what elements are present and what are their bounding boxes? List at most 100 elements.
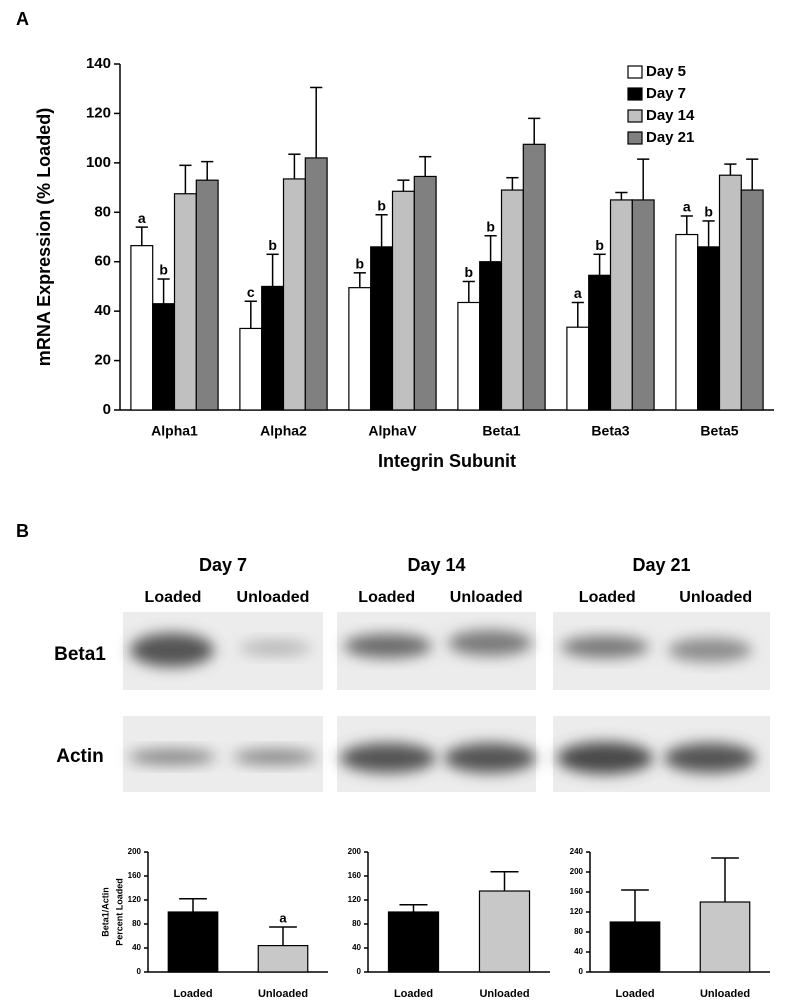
y-tick-label: 120	[128, 895, 142, 904]
panel-label: B	[16, 521, 29, 541]
significance-letter: a	[574, 285, 582, 301]
y-tick-label: 0	[579, 967, 584, 976]
bar	[304, 157, 328, 411]
y-tick-label: 40	[574, 947, 583, 956]
y-axis-title: mRNA Expression (% Loaded)	[34, 108, 54, 366]
significance-letter: b	[704, 204, 713, 220]
bar	[257, 944, 309, 973]
lane-label: Loaded	[358, 589, 415, 606]
legend-swatch	[627, 65, 643, 79]
y-tick-label: 140	[86, 55, 111, 72]
x-tick-label: AlphaV	[368, 423, 417, 439]
y-tick-label: 60	[94, 253, 111, 270]
bar	[282, 178, 306, 411]
y-tick-label: 80	[574, 927, 583, 936]
y-tick-label: 0	[137, 967, 142, 976]
bar	[500, 189, 524, 411]
x-tick-label: Unloaded	[700, 988, 750, 1000]
bar	[479, 261, 503, 411]
legend-swatch	[627, 109, 643, 123]
x-axis-title: Integrin Subunit	[378, 451, 516, 471]
blot-group-title: Day 21	[632, 555, 690, 575]
x-tick-label: Alpha1	[151, 423, 198, 439]
bar	[261, 285, 285, 411]
bar	[370, 246, 394, 411]
bar	[522, 143, 546, 411]
blot-images	[123, 612, 770, 792]
bar	[413, 175, 437, 411]
significance-letter: b	[486, 218, 495, 234]
bar	[152, 303, 176, 411]
significance-letter: b	[159, 262, 168, 278]
significance-letter: a	[683, 199, 691, 215]
blot-row-label: Beta1	[54, 644, 106, 665]
blot-row-label: Actin	[56, 746, 104, 767]
lane-label: Unloaded	[679, 589, 752, 606]
bar	[478, 890, 531, 973]
significance-letter: a	[279, 910, 287, 925]
y-tick-label: 200	[570, 867, 584, 876]
significance-letter: a	[138, 210, 146, 226]
bar	[387, 911, 440, 973]
x-tick-label: Loaded	[394, 988, 433, 1000]
y-tick-label: 80	[94, 203, 111, 220]
bar	[631, 199, 655, 411]
y-tick-label: 40	[352, 943, 361, 952]
bar	[457, 301, 481, 411]
bar	[167, 911, 219, 973]
y-tick-label: 40	[132, 943, 141, 952]
y-tick-label: 0	[103, 401, 111, 418]
legend-swatch	[627, 87, 643, 101]
y-tick-label: 120	[348, 895, 362, 904]
bar	[609, 921, 661, 973]
y-tick-label: 40	[94, 302, 111, 319]
y-tick-label: 200	[128, 847, 142, 856]
significance-letter: c	[247, 284, 255, 300]
y-tick-label: 20	[94, 352, 111, 369]
lane-label: Unloaded	[450, 589, 523, 606]
panel-label: A	[16, 9, 29, 29]
y-tick-label: 120	[570, 907, 584, 916]
bar	[195, 179, 219, 411]
significance-letter: b	[377, 197, 386, 213]
y-tick-label: 80	[132, 919, 141, 928]
lane-label: Loaded	[145, 589, 202, 606]
x-tick-label: Beta1	[482, 423, 520, 439]
significance-letter: b	[595, 237, 604, 253]
bar	[697, 246, 721, 411]
y-tick-label: 80	[352, 919, 361, 928]
x-tick-label: Loaded	[615, 988, 654, 1000]
bar	[566, 326, 590, 411]
legend-label: Day 5	[646, 63, 686, 80]
x-tick-label: Unloaded	[258, 988, 308, 1000]
y-tick-label: 160	[128, 871, 142, 880]
legend-label: Day 7	[646, 85, 686, 102]
blot-group-title: Day 7	[199, 555, 247, 575]
bar	[740, 189, 764, 411]
x-tick-label: Alpha2	[260, 423, 307, 439]
y-tick-label: 200	[348, 847, 362, 856]
y-tick-label: 100	[86, 154, 111, 171]
legend-swatch	[627, 131, 643, 145]
y-axis-title: Percent Loaded	[114, 878, 124, 946]
y-tick-label: 160	[348, 871, 362, 880]
legend-label: Day 14	[646, 107, 695, 124]
bar	[675, 233, 699, 411]
bar	[173, 193, 197, 411]
bar	[239, 327, 263, 411]
y-tick-label: 160	[570, 887, 584, 896]
x-tick-label: Unloaded	[479, 988, 529, 1000]
x-tick-label: Beta3	[591, 423, 629, 439]
x-tick-label: Beta5	[700, 423, 738, 439]
y-tick-label: 120	[86, 104, 111, 121]
bar	[609, 199, 633, 411]
significance-letter: b	[465, 264, 474, 280]
bar	[348, 287, 372, 411]
x-tick-label: Loaded	[173, 988, 212, 1000]
y-tick-label: 0	[357, 967, 362, 976]
significance-letter: b	[268, 237, 277, 253]
legend-label: Day 21	[646, 129, 694, 146]
bar	[588, 274, 612, 411]
lane-label: Unloaded	[237, 589, 310, 606]
